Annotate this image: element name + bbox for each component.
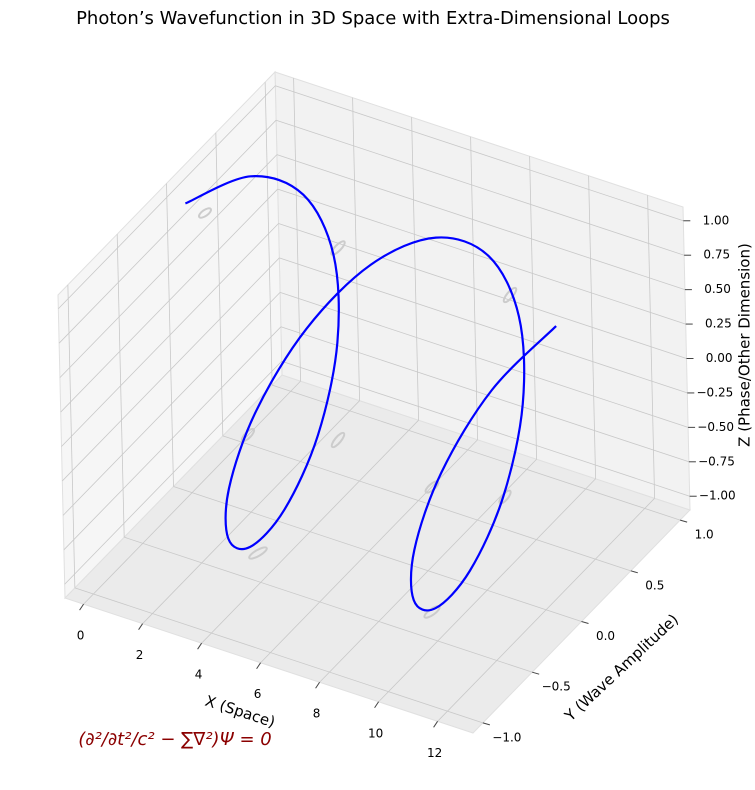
y-tick-label: −1.0 — [492, 730, 521, 744]
grid-line — [276, 154, 686, 291]
z-axis-label: Z (Phase/Other Dimension) — [736, 243, 754, 447]
grid-line — [277, 188, 686, 325]
grid-line — [62, 292, 281, 516]
y-tick — [630, 570, 638, 574]
x-tick — [374, 701, 380, 709]
z-tick-label: 0.75 — [703, 248, 730, 262]
z-tick-label: 1.00 — [703, 213, 730, 227]
grid-line — [275, 85, 684, 222]
grid-line — [59, 154, 278, 378]
y-tick-label: 1.0 — [695, 528, 714, 542]
x-tick-label: 2 — [136, 648, 144, 662]
x-tick-label: 0 — [77, 629, 85, 643]
x-tick — [256, 662, 262, 669]
x-tick-label: 12 — [427, 746, 442, 760]
wavefunction-line — [184, 175, 557, 612]
x-tick — [138, 623, 144, 630]
x-tick — [315, 681, 321, 689]
grid-line — [64, 360, 282, 585]
y-axis-label: Y (Wave Amplitude) — [561, 610, 683, 725]
y-tick — [482, 722, 491, 726]
grid-line — [124, 536, 533, 673]
grid-line — [272, 384, 681, 521]
grid-line — [63, 326, 282, 551]
x-tick — [197, 642, 203, 650]
plot — [184, 175, 557, 612]
grid-line — [279, 291, 689, 428]
chart-title: Photon’s Wavefunction in 3D Space with E… — [76, 8, 670, 29]
grid-line — [281, 360, 690, 497]
grid-line — [275, 119, 685, 256]
z-tick-label: 0.00 — [706, 351, 733, 365]
x-tick-label: 4 — [195, 668, 203, 682]
z-tick-label: −0.75 — [698, 454, 735, 468]
grid-line — [278, 223, 687, 359]
z-tick-label: 0.25 — [705, 317, 732, 331]
x-tick — [79, 603, 85, 611]
y-tick-label: −0.5 — [542, 680, 571, 694]
grid-line — [62, 257, 280, 482]
grid-line — [58, 119, 277, 344]
grid-line — [279, 257, 688, 394]
z-tick-label: 0.50 — [704, 282, 731, 296]
grid-line — [61, 223, 279, 447]
grid — [58, 78, 697, 728]
x-tick — [433, 721, 439, 728]
grid-line — [280, 326, 690, 463]
x-tick-label: 10 — [368, 726, 383, 740]
grid-line — [60, 188, 278, 413]
grid-line — [173, 486, 582, 622]
x-axis-label: X (Space) — [203, 692, 277, 732]
loop — [248, 546, 268, 560]
x-tick-label: 6 — [254, 687, 262, 701]
z-tick-label: −0.25 — [697, 385, 734, 399]
y-tick-label: 0.5 — [645, 578, 664, 592]
loop — [198, 207, 212, 219]
equation-annotation: (∂²/∂t²/c² − ∑∇²)Ψ = 0 — [78, 729, 271, 750]
loop — [330, 240, 346, 256]
y-tick — [532, 671, 540, 675]
y-tick-label: 0.0 — [596, 629, 615, 643]
z-tick-label: −1.00 — [699, 489, 736, 503]
y-tick — [581, 621, 589, 624]
loop — [330, 431, 346, 449]
grid-line — [58, 85, 276, 310]
y-tick — [679, 519, 688, 523]
x-tick-label: 8 — [313, 707, 321, 721]
grid-line — [74, 587, 483, 724]
z-tick-label: −0.50 — [697, 420, 734, 434]
grid-line — [222, 435, 631, 572]
